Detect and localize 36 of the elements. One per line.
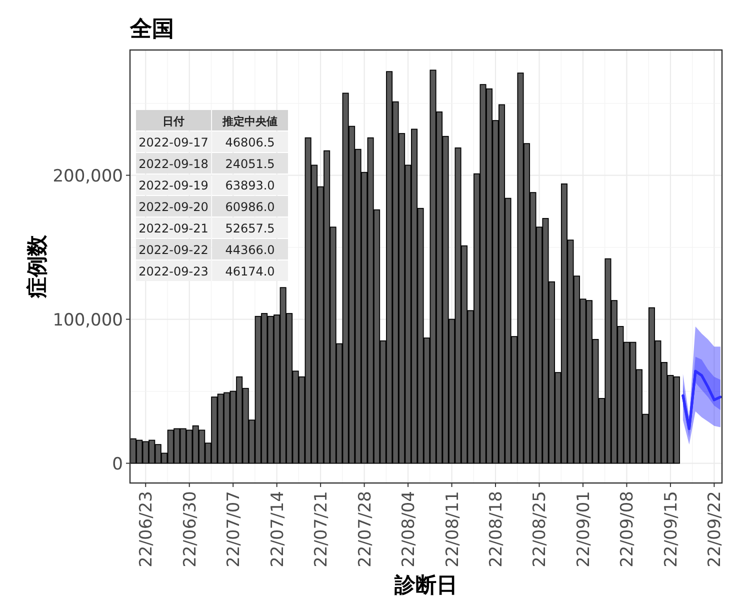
x-tick-label: 22/07/28 — [355, 491, 376, 568]
annotation: 52657.5 — [225, 222, 275, 236]
annotation: 2022-09-17 — [138, 136, 208, 150]
x-tick-label: 22/07/21 — [312, 491, 332, 568]
x-tick-label: 22/08/11 — [442, 491, 463, 568]
x-axis-title: 診断日 — [394, 573, 458, 597]
x-tick-label: 22/09/15 — [661, 491, 682, 568]
y-tick-label: 100,000 — [52, 310, 123, 330]
annotation: 44366.0 — [225, 243, 275, 257]
x-tick-label: 22/09/08 — [618, 491, 638, 568]
annotation: 46174.0 — [225, 264, 275, 278]
chart-title: 全国 — [129, 17, 174, 42]
x-tick-label: 22/08/25 — [530, 491, 550, 568]
x-tick-label: 22/07/07 — [224, 491, 244, 568]
annotation: 2022-09-19 — [138, 178, 208, 192]
annotation: 60986.0 — [225, 200, 275, 214]
annotation: 日付 — [162, 115, 184, 128]
x-tick-label: 22/08/04 — [399, 491, 420, 568]
annotation: 63893.0 — [225, 178, 275, 192]
x-tick-label: 22/06/30 — [180, 491, 200, 568]
annotation: 推定中央値 — [222, 115, 278, 128]
annotation: 24051.5 — [225, 157, 275, 171]
annotation: 2022-09-21 — [138, 222, 208, 236]
y-axis-title: 症例数 — [25, 234, 49, 299]
y-tick-label: 200,000 — [52, 166, 123, 186]
annotation: 2022-09-22 — [138, 243, 208, 257]
x-tick-label: 22/07/14 — [268, 491, 288, 568]
x-tick-label: 22/09/01 — [574, 491, 594, 568]
annotation: 2022-09-23 — [138, 264, 208, 278]
x-tick-label: 22/08/18 — [486, 491, 507, 568]
x-tick-label: 22/06/23 — [136, 491, 157, 568]
y-tick-label: 0 — [112, 454, 123, 474]
annotation: 2022-09-20 — [138, 200, 208, 214]
annotation: 2022-09-18 — [138, 157, 208, 171]
annotation: 46806.5 — [225, 136, 275, 150]
x-tick-label: 22/09/22 — [705, 491, 726, 568]
